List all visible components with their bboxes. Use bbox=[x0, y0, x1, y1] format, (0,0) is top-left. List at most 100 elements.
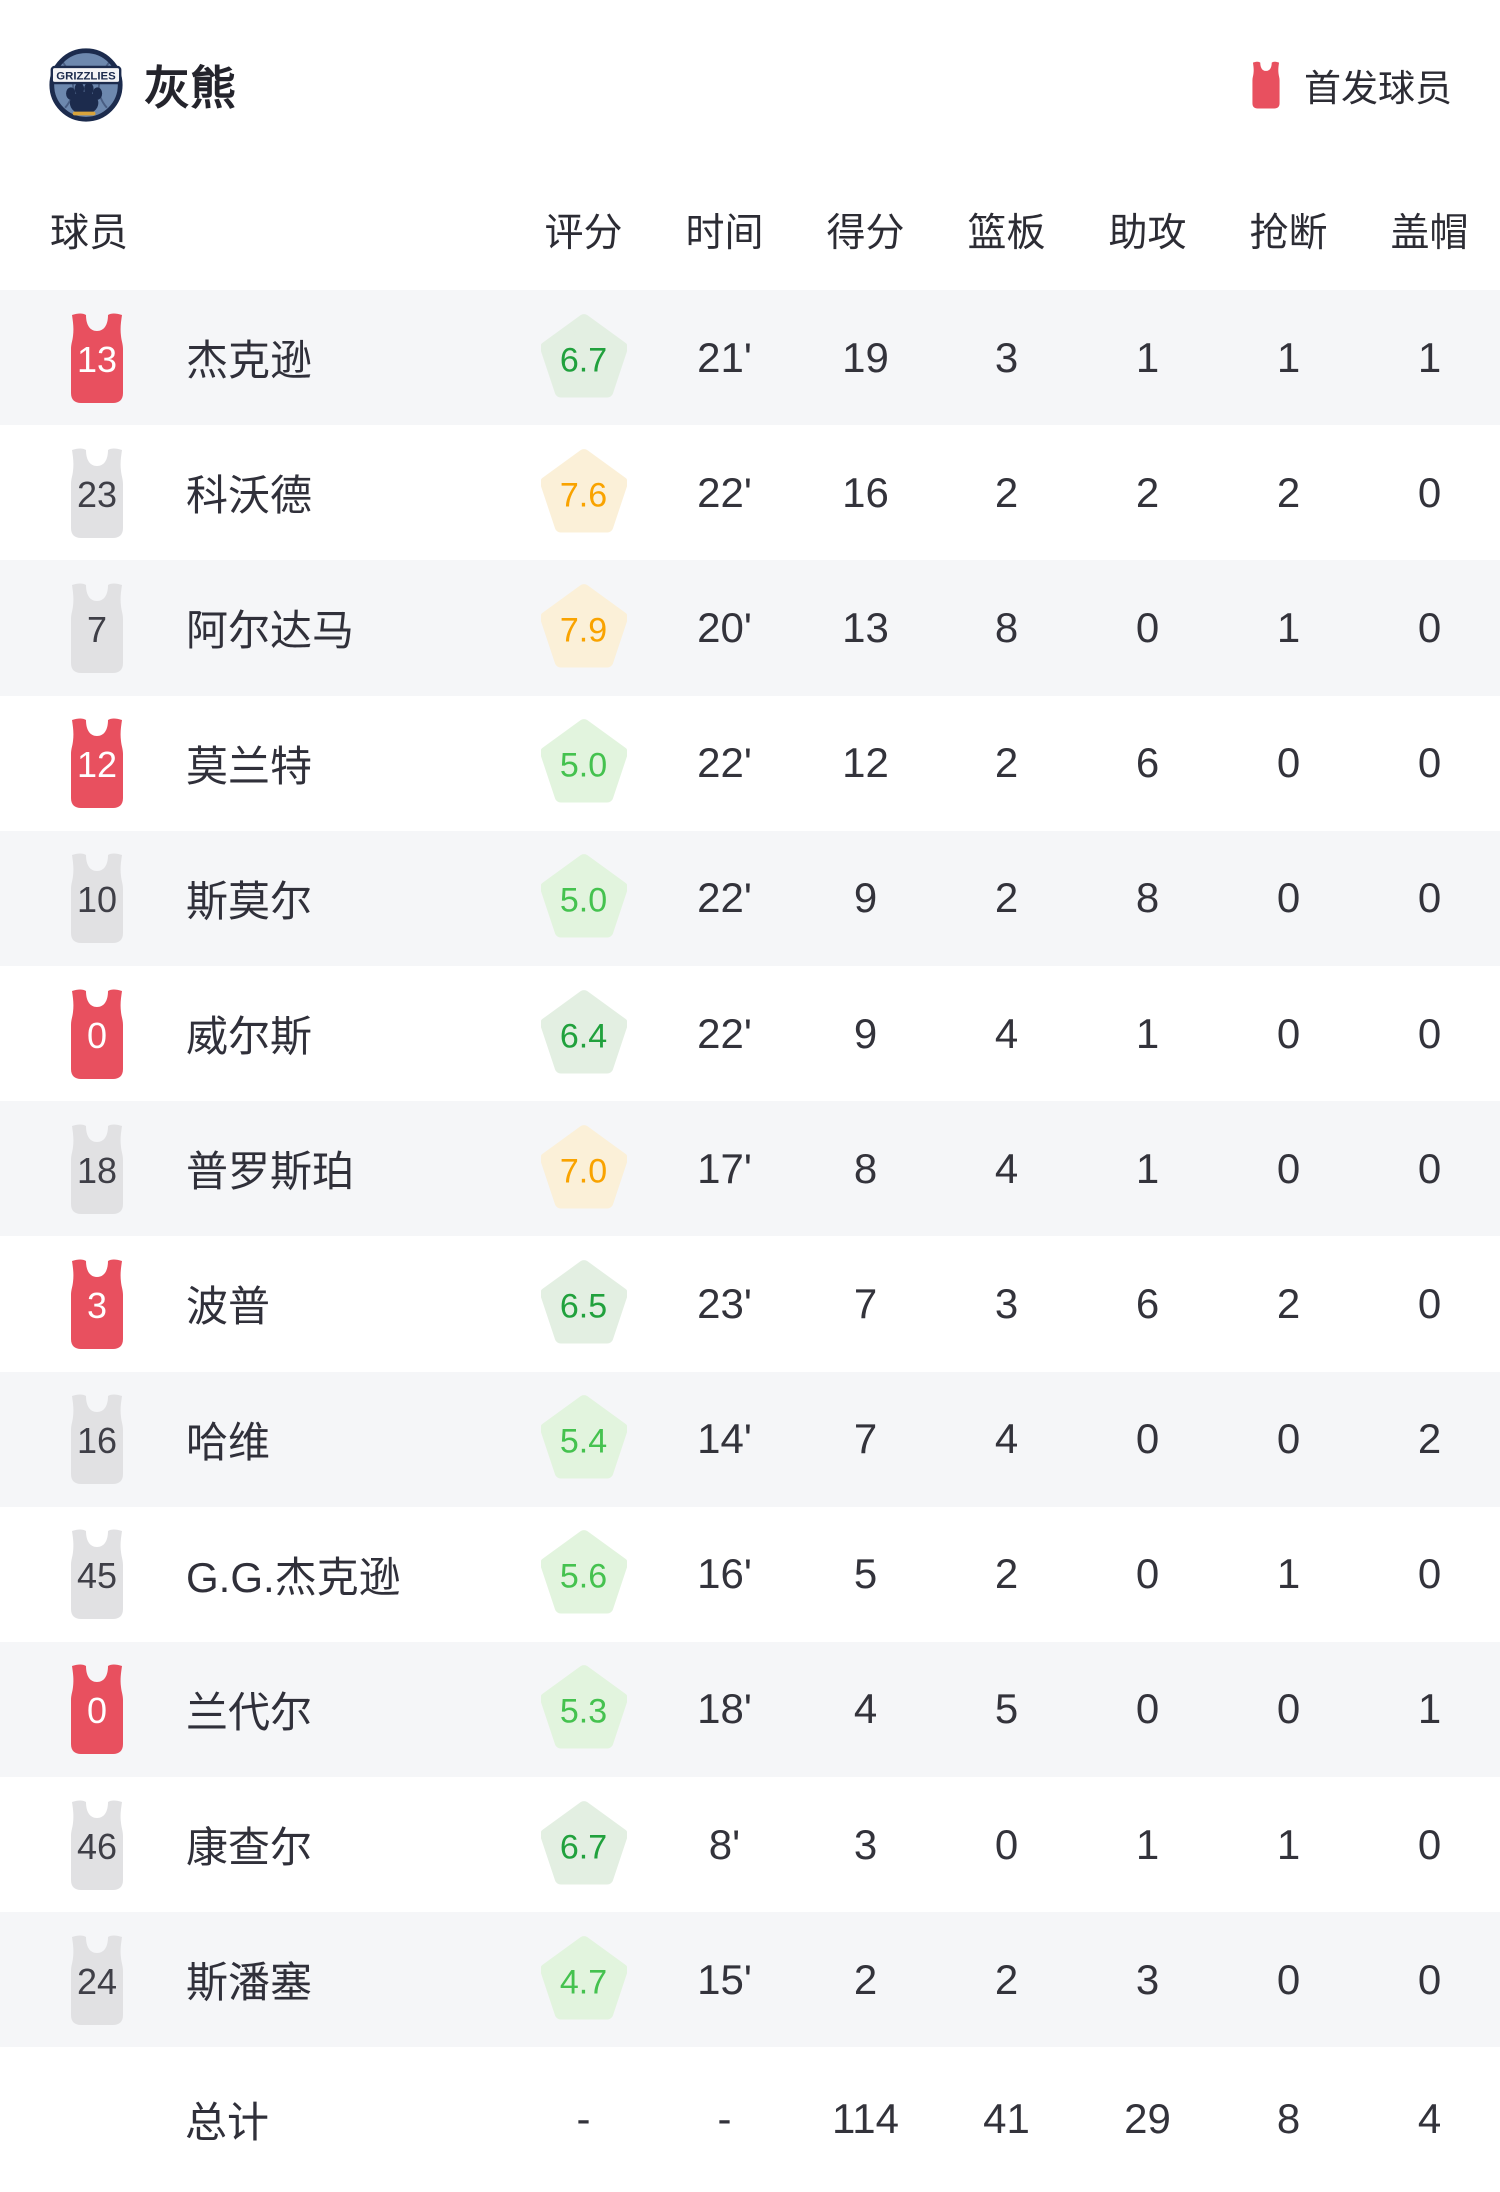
table-row[interactable]: 0 兰代尔 5.3 18' 4 5 0 0 1 bbox=[0, 1641, 1500, 1778]
player-name: 斯潘塞 bbox=[186, 1959, 313, 2007]
stat-steals: 2 bbox=[1276, 1279, 1301, 1327]
table-row[interactable]: 12 莫兰特 5.0 22' 12 2 6 0 0 bbox=[0, 696, 1500, 831]
stat-time: 22' bbox=[697, 1009, 752, 1057]
stat-time: 15' bbox=[697, 1955, 752, 2003]
jersey-icon: 10 bbox=[64, 852, 130, 944]
stat-blocks: 0 bbox=[1417, 1144, 1442, 1192]
stat-assists: 0 bbox=[1135, 1685, 1160, 1733]
team-info[interactable]: GRIZZLIES 灰熊 bbox=[48, 47, 236, 123]
table-header: 球员 评分 时间 得分 篮板 助攻 抢断 盖帽 bbox=[0, 170, 1500, 290]
stat-rebounds: 4 bbox=[994, 1415, 1019, 1463]
stat-points: 7 bbox=[853, 1415, 878, 1463]
rating-value: 5.3 bbox=[559, 1693, 608, 1732]
stat-rebounds: 2 bbox=[994, 739, 1019, 787]
player-cell: 12 莫兰特 bbox=[0, 717, 513, 809]
player-name: 威尔斯 bbox=[186, 1013, 313, 1061]
total-row: 总计 - - 114 41 29 8 4 bbox=[0, 2047, 1500, 2192]
stat-steals: 2 bbox=[1276, 468, 1301, 516]
stat-time: 20' bbox=[697, 603, 752, 651]
table-row[interactable]: 13 杰克逊 6.7 21' 19 3 1 1 1 bbox=[0, 290, 1500, 426]
column-rebounds: 篮板 bbox=[967, 212, 1046, 255]
stat-assists: 0 bbox=[1135, 1415, 1160, 1463]
player-cell: 18 普罗斯珀 bbox=[0, 1123, 513, 1215]
stat-points: 13 bbox=[842, 603, 889, 651]
stat-points: 16 bbox=[842, 468, 889, 516]
stat-steals: 0 bbox=[1276, 1009, 1301, 1057]
rating-badge: 4.7 bbox=[540, 1935, 627, 2025]
stat-points: 9 bbox=[853, 874, 878, 922]
stat-time: 23' bbox=[697, 1279, 752, 1327]
jersey-icon: 45 bbox=[64, 1528, 130, 1620]
player-cell: 0 兰代尔 bbox=[0, 1663, 513, 1755]
stat-assists: 0 bbox=[1135, 1550, 1160, 1598]
stat-points: 19 bbox=[842, 333, 889, 381]
column-points: 得分 bbox=[826, 212, 905, 255]
table-row[interactable]: 18 普罗斯珀 7.0 17' 8 4 1 0 0 bbox=[0, 1101, 1500, 1237]
stat-points: 12 bbox=[842, 739, 889, 787]
stat-points: 3 bbox=[853, 1820, 878, 1868]
table-row[interactable]: 10 斯莫尔 5.0 22' 9 2 8 0 0 bbox=[0, 830, 1500, 966]
stat-assists: 0 bbox=[1135, 603, 1160, 651]
stat-assists: 6 bbox=[1135, 1279, 1160, 1327]
stat-time: 8' bbox=[708, 1820, 741, 1868]
total-points: 114 bbox=[832, 2095, 899, 2143]
stat-rebounds: 5 bbox=[994, 1685, 1019, 1733]
rating-value: 5.0 bbox=[559, 882, 608, 921]
table-row[interactable]: 23 科沃德 7.6 22' 16 2 2 2 0 bbox=[0, 425, 1500, 560]
stat-assists: 2 bbox=[1135, 468, 1160, 516]
table-row[interactable]: 24 斯潘塞 4.7 15' 2 2 3 0 0 bbox=[0, 1912, 1500, 2048]
total-blocks: 4 bbox=[1417, 2095, 1442, 2143]
stat-steals: 1 bbox=[1276, 1550, 1301, 1598]
jersey-icon: 0 bbox=[64, 988, 130, 1080]
table-row[interactable]: 16 哈维 5.4 14' 7 4 0 0 2 bbox=[0, 1371, 1500, 1507]
jersey-number: 7 bbox=[86, 609, 108, 651]
jersey-icon: 7 bbox=[64, 582, 130, 674]
stat-time: 16' bbox=[697, 1550, 752, 1598]
stat-points: 4 bbox=[853, 1685, 878, 1733]
rating-badge: 6.7 bbox=[540, 313, 627, 403]
table-row[interactable]: 0 威尔斯 6.4 22' 9 4 1 0 0 bbox=[0, 966, 1500, 1101]
rating-badge: 5.0 bbox=[540, 853, 627, 943]
stat-assists: 1 bbox=[1135, 1009, 1160, 1057]
table-row[interactable]: 46 康查尔 6.7 8' 3 0 1 1 0 bbox=[0, 1777, 1500, 1912]
stat-time: 18' bbox=[697, 1685, 752, 1733]
stat-rebounds: 0 bbox=[994, 1820, 1019, 1868]
stat-blocks: 0 bbox=[1417, 739, 1442, 787]
rating-value: 7.9 bbox=[559, 611, 608, 650]
jersey-number: 0 bbox=[86, 1690, 108, 1732]
stat-blocks: 0 bbox=[1417, 1009, 1442, 1057]
stat-rebounds: 2 bbox=[994, 874, 1019, 922]
rating-value: 6.7 bbox=[559, 1828, 608, 1867]
svg-text:GRIZZLIES: GRIZZLIES bbox=[56, 70, 116, 82]
total-rebounds: 41 bbox=[983, 2095, 1030, 2143]
column-steals: 抢断 bbox=[1249, 212, 1328, 255]
stat-blocks: 0 bbox=[1417, 1820, 1442, 1868]
jersey-number: 16 bbox=[76, 1420, 118, 1462]
table-row[interactable]: 7 阿尔达马 7.9 20' 13 8 0 1 0 bbox=[0, 560, 1500, 696]
total-rating: - bbox=[576, 2095, 591, 2143]
rating-value: 7.0 bbox=[559, 1152, 608, 1191]
jersey-number: 18 bbox=[76, 1149, 118, 1191]
rating-badge: 5.6 bbox=[540, 1529, 627, 1619]
jersey-icon: 12 bbox=[64, 717, 130, 809]
jersey-icon: 24 bbox=[64, 1934, 130, 2026]
rating-value: 5.4 bbox=[559, 1422, 608, 1461]
table-row[interactable]: 3 波普 6.5 23' 7 3 6 2 0 bbox=[0, 1236, 1500, 1371]
stat-points: 9 bbox=[853, 1009, 878, 1057]
player-cell: 24 斯潘塞 bbox=[0, 1934, 513, 2026]
rating-badge: 6.5 bbox=[540, 1259, 627, 1349]
player-name: 普罗斯珀 bbox=[186, 1148, 355, 1196]
column-assists: 助攻 bbox=[1108, 212, 1187, 255]
jersey-number: 23 bbox=[76, 473, 118, 515]
table-row[interactable]: 45 G.G.杰克逊 5.6 16' 5 2 0 1 0 bbox=[0, 1507, 1500, 1642]
rating-badge: 6.7 bbox=[540, 1800, 627, 1890]
jersey-icon: 13 bbox=[64, 312, 130, 404]
jersey-number: 12 bbox=[76, 744, 118, 786]
jersey-number: 10 bbox=[76, 879, 118, 921]
total-label: 总计 bbox=[185, 2098, 270, 2146]
jersey-number: 24 bbox=[76, 1961, 118, 2003]
rating-value: 5.0 bbox=[559, 746, 608, 785]
jersey-number: 3 bbox=[86, 1285, 108, 1327]
player-name: 阿尔达马 bbox=[186, 607, 355, 655]
table-body: 13 杰克逊 6.7 21' 19 3 1 1 1 23 bbox=[0, 290, 1500, 2048]
